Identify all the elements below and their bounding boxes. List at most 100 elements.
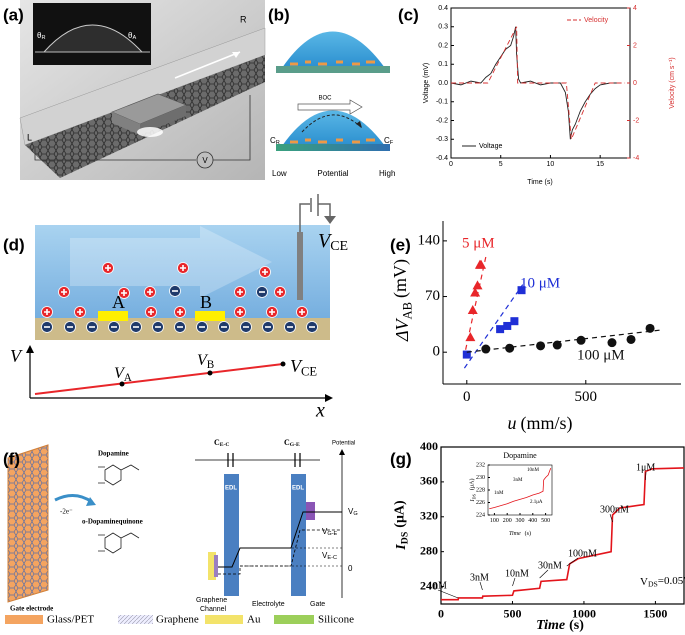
annotation-arrow — [645, 471, 647, 481]
label-part: V — [318, 230, 333, 252]
flow-arrow — [297, 99, 363, 115]
anion — [169, 285, 181, 297]
label-part: DS — [648, 579, 658, 588]
label-part: CE — [330, 239, 348, 254]
label-part: A — [132, 35, 136, 41]
arrow-head — [26, 345, 34, 353]
label-part: DS — [471, 493, 476, 499]
point — [481, 344, 491, 354]
label: BOC — [318, 96, 332, 102]
label-part: Time — [509, 531, 521, 537]
plot-frame — [440, 446, 685, 605]
y-axis-label: ΔVAB (mV) — [390, 259, 414, 342]
label: CF — [384, 136, 394, 146]
cation — [145, 306, 157, 318]
label: Graphene — [196, 597, 227, 604]
point — [462, 350, 471, 359]
label-part: F — [390, 140, 394, 146]
label: Graphene — [156, 614, 199, 626]
label: Potential — [317, 169, 348, 178]
label-part: θ — [128, 31, 133, 40]
label: θA — [128, 31, 136, 41]
electrode-b — [195, 311, 225, 321]
contact-drop — [42, 24, 144, 53]
label: Channel — [200, 606, 227, 613]
label: A — [112, 292, 125, 312]
anion — [86, 321, 98, 333]
point — [536, 341, 546, 351]
label: V — [10, 346, 23, 366]
annotation-arrow — [437, 589, 459, 599]
point — [119, 381, 125, 387]
y-tick-label: 232 — [476, 462, 485, 468]
anion — [262, 321, 274, 333]
y-tick-label: 140 — [418, 232, 441, 248]
label-part: (mV) — [390, 259, 411, 298]
y-tick-label: 320 — [420, 509, 438, 523]
label-part: Time — [536, 618, 565, 633]
annotation: 3nM — [470, 572, 489, 583]
legend-label: Velocity — [584, 17, 609, 24]
label: 0 — [348, 564, 353, 573]
cation — [234, 306, 246, 318]
annotation-arrow — [566, 557, 579, 567]
label: VCE — [290, 356, 317, 378]
y-tick-label: 224 — [476, 512, 485, 518]
inset-title: Dopamine — [503, 451, 537, 460]
cation — [174, 306, 186, 318]
panel-label: (g) — [390, 449, 412, 468]
y-tick-label: 226 — [476, 500, 485, 506]
label: EDL — [225, 486, 237, 492]
x-tick-label: 1500 — [643, 607, 667, 621]
point — [505, 343, 515, 353]
anion — [196, 321, 208, 333]
label-part: I — [394, 544, 409, 551]
legend-label: Voltage — [479, 143, 502, 150]
label-part: ΔV — [392, 317, 412, 342]
label: Silicone — [318, 614, 354, 626]
label: Gate — [310, 601, 325, 608]
y-tick-label: 240 — [420, 578, 438, 592]
label-part: u — [508, 413, 517, 433]
x-axis-label: Time (s) — [527, 179, 552, 186]
label-part: R — [41, 35, 45, 41]
block-front — [112, 112, 140, 135]
point — [626, 334, 636, 344]
label: B — [200, 292, 212, 312]
x-tick-label: 0 — [463, 389, 471, 405]
annotation-arrow — [539, 569, 549, 579]
label-part: V — [348, 507, 354, 516]
y2-tick-label: -2 — [633, 117, 639, 124]
label-part: V — [290, 356, 303, 376]
x-tick-label: 300 — [516, 518, 525, 524]
cation — [74, 306, 86, 318]
label: VA — [114, 365, 132, 384]
label: L — [27, 132, 32, 142]
y-tick-label: -0.2 — [436, 117, 448, 124]
fit-line — [466, 329, 663, 353]
y-tick-label: 230 — [476, 475, 485, 481]
y-tick-label: -0.4 — [436, 155, 448, 162]
y2-tick-label: 4 — [633, 5, 637, 12]
label: VE-C — [322, 551, 337, 561]
fit-line — [463, 284, 524, 369]
series-line — [451, 26, 626, 140]
annotation-arrow — [479, 581, 483, 591]
point — [467, 305, 478, 315]
panel-d — [26, 194, 336, 402]
y-tick-label: 0.3 — [438, 24, 448, 31]
label: Dopamine — [98, 450, 129, 458]
label-part: (μA) — [469, 479, 476, 491]
arrow-head — [232, 52, 240, 58]
label-part: (s) — [569, 618, 584, 633]
panel-label: (d) — [3, 235, 25, 254]
y2-tick-label: 2 — [633, 42, 637, 49]
arrow-head — [339, 449, 345, 455]
point — [517, 286, 526, 295]
label: V — [202, 156, 208, 165]
label: VCE — [318, 230, 348, 255]
panel-b — [276, 31, 390, 151]
y-tick-label: -0.1 — [436, 99, 448, 106]
molecule — [98, 532, 140, 554]
point — [470, 287, 481, 297]
